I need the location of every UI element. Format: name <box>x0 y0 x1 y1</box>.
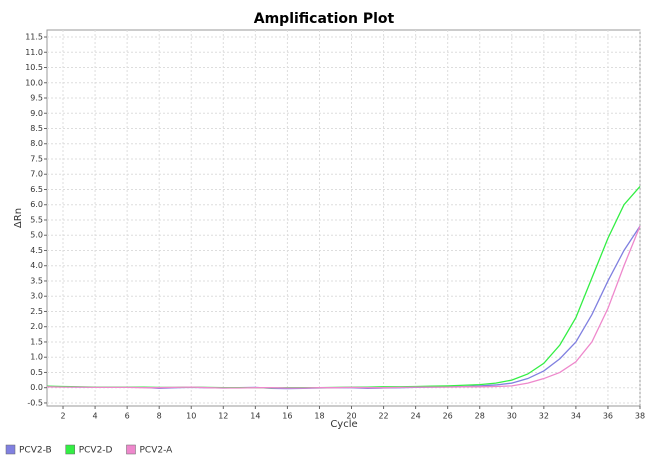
x-tick-label: 12 <box>218 412 228 421</box>
x-tick-label: 18 <box>314 412 324 421</box>
series-line <box>46 186 641 389</box>
y-tick-label: 2.5 <box>30 307 43 316</box>
x-tick-label: 16 <box>282 412 292 421</box>
y-tick-label: 9.0 <box>30 109 43 118</box>
x-axis-label: Cycle <box>330 419 357 430</box>
y-tick-label: 4.0 <box>30 261 43 270</box>
y-tick-label: 11.0 <box>25 48 43 57</box>
x-tick-label: 20 <box>346 412 356 421</box>
x-tick-label: 36 <box>603 412 613 421</box>
y-tick-label: 10.5 <box>25 63 43 72</box>
y-tick-label: 6.5 <box>30 185 43 194</box>
y-tick-label: 5.5 <box>30 215 43 224</box>
x-tick-label: 6 <box>125 412 130 421</box>
y-axis-label: ΔRn <box>13 208 24 228</box>
y-tick-label: 0.5 <box>30 368 43 377</box>
y-tick-label: 1.0 <box>30 353 43 362</box>
x-tick-label: 8 <box>157 412 162 421</box>
y-tick-label: 4.5 <box>30 246 43 255</box>
x-tick-label: 4 <box>93 412 98 421</box>
legend-swatch <box>126 444 136 455</box>
legend-swatch <box>65 444 75 455</box>
x-tick-label: 32 <box>539 412 549 421</box>
x-tick-label: 38 <box>635 412 645 421</box>
y-tick-label: 5.0 <box>30 231 43 240</box>
y-tick-label: 3.0 <box>30 292 43 301</box>
y-tick-label: -0.5 <box>27 398 43 407</box>
y-tick-label: 1.5 <box>30 337 43 346</box>
x-tick-label: 14 <box>250 412 260 421</box>
y-tick-label: 8.0 <box>30 139 43 148</box>
x-tick-label: 28 <box>475 412 485 421</box>
x-tick-label: 34 <box>571 412 581 421</box>
y-tick-label: 11.5 <box>25 33 43 42</box>
y-tick-label: 0.0 <box>30 383 43 392</box>
y-tick-label: 2.0 <box>30 322 43 331</box>
y-tick-label: 3.5 <box>30 276 43 285</box>
chart-title: Amplification Plot <box>254 11 395 27</box>
series-line <box>46 225 641 389</box>
legend-label: PCV2-B <box>19 446 52 456</box>
plot-frame <box>46 29 641 407</box>
y-tick-label: 9.5 <box>30 94 43 103</box>
y-tick-label: 7.5 <box>30 154 43 163</box>
x-tick-label: 22 <box>378 412 388 421</box>
legend-label: PCV2-D <box>79 446 113 456</box>
x-tick-label: 26 <box>443 412 453 421</box>
x-tick-label: 2 <box>60 412 65 421</box>
legend-label: PCV2-A <box>139 446 173 456</box>
y-tick-label: 6.0 <box>30 200 43 209</box>
x-tick-label: 24 <box>411 412 421 421</box>
y-tick-label: 10.0 <box>25 78 43 87</box>
x-tick-label: 10 <box>186 412 196 421</box>
x-tick-label: 30 <box>507 412 517 421</box>
legend-swatch <box>5 444 16 455</box>
y-tick-label: 7.0 <box>30 170 43 179</box>
y-tick-label: 8.5 <box>30 124 43 133</box>
